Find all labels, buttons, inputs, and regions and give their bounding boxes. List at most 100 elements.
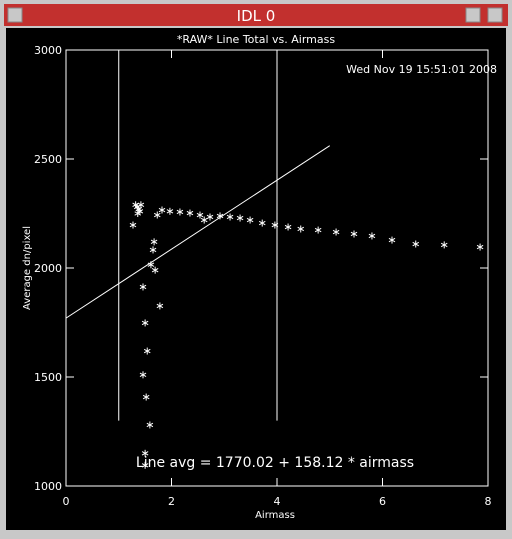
- data-point: [129, 221, 137, 229]
- data-point: [147, 261, 155, 269]
- asterisk-stroke: [258, 220, 266, 226]
- data-point: [139, 283, 147, 291]
- asterisk-stroke: [332, 229, 340, 235]
- asterisk-stroke: [137, 202, 145, 207]
- data-point: [186, 209, 194, 217]
- asterisk-stroke: [147, 262, 155, 267]
- window-title: IDL 0: [237, 7, 276, 25]
- y-tick-label: 1500: [34, 371, 62, 384]
- data-point: [142, 393, 150, 401]
- data-point: [134, 210, 142, 217]
- data-point: [166, 207, 174, 215]
- chart-title: *RAW* Line Total vs. Airmass: [177, 33, 335, 46]
- data-point: [196, 211, 204, 219]
- asterisk-stroke: [412, 241, 420, 247]
- data-point: [150, 238, 158, 246]
- data-point: [137, 201, 145, 209]
- data-point: [141, 319, 149, 327]
- x-tick-label: 2: [168, 495, 175, 508]
- data-point: [141, 449, 149, 457]
- x-tick-label: 8: [485, 495, 492, 508]
- asterisk-stroke: [246, 217, 254, 223]
- asterisk-stroke: [139, 372, 147, 378]
- x-axis-label: Airmass: [255, 510, 295, 521]
- fit-annotation: Line avg = 1770.02 + 158.12 * airmass: [136, 455, 414, 471]
- asterisk-stroke: [141, 320, 149, 326]
- asterisk-stroke: [186, 210, 194, 216]
- asterisk-stroke: [350, 231, 358, 237]
- data-point: [271, 221, 279, 229]
- data-point: [200, 216, 208, 224]
- asterisk-stroke: [129, 222, 137, 228]
- asterisk-stroke: [196, 212, 204, 218]
- asterisk-stroke: [142, 394, 150, 400]
- asterisk-stroke: [141, 463, 149, 468]
- data-point: [206, 213, 214, 221]
- data-point: [368, 232, 376, 240]
- data-point: [226, 213, 234, 221]
- asterisk-stroke: [284, 224, 292, 230]
- data-point: [216, 212, 224, 220]
- asterisk-stroke: [166, 209, 174, 214]
- asterisk-stroke: [440, 242, 448, 248]
- data-point: [476, 243, 484, 251]
- asterisk-stroke: [139, 284, 147, 290]
- asterisk-stroke: [143, 348, 151, 354]
- asterisk-stroke: [150, 239, 158, 245]
- asterisk-stroke: [146, 422, 154, 428]
- title-bar: [4, 4, 508, 26]
- asterisk-stroke: [271, 222, 279, 228]
- asterisk-stroke: [206, 214, 214, 220]
- asterisk-stroke: [149, 247, 157, 253]
- asterisk-stroke: [176, 209, 184, 215]
- data-point: [176, 208, 184, 216]
- data-point: [350, 230, 358, 238]
- asterisk-stroke: [156, 303, 164, 309]
- timestamp: Wed Nov 19 15:51:01 2008: [346, 63, 497, 76]
- data-point: [297, 225, 305, 233]
- asterisk-stroke: [388, 237, 396, 243]
- data-point: [149, 246, 157, 254]
- menu-button[interactable]: [7, 7, 23, 23]
- y-tick-label: 2500: [34, 153, 62, 166]
- data-point: [284, 223, 292, 231]
- y-axis-label: Average dn/pixel: [22, 226, 33, 310]
- plot-canvas: [6, 28, 506, 530]
- data-point: [143, 347, 151, 355]
- x-tick-label: 6: [379, 495, 386, 508]
- asterisk-stroke: [158, 207, 166, 213]
- data-point: [146, 421, 154, 429]
- data-point: [153, 211, 161, 219]
- y-tick-label: 1000: [34, 480, 62, 493]
- data-point: [440, 241, 448, 249]
- fit-line: [65, 145, 331, 319]
- data-point: [141, 461, 149, 469]
- y-tick-label: 3000: [34, 44, 62, 57]
- asterisk-stroke: [216, 213, 224, 219]
- data-point: [412, 240, 420, 248]
- minimize-button[interactable]: [465, 7, 481, 23]
- data-point: [236, 214, 244, 222]
- asterisk-stroke: [226, 214, 234, 220]
- data-point: [332, 228, 340, 236]
- asterisk-stroke: [476, 244, 484, 250]
- asterisk-stroke: [200, 217, 208, 223]
- maximize-button[interactable]: [487, 7, 503, 23]
- data-point: [158, 206, 166, 214]
- x-tick-label: 4: [274, 495, 281, 508]
- data-point: [151, 266, 159, 274]
- y-tick-label: 2000: [34, 262, 62, 275]
- data-point: [246, 216, 254, 224]
- data-point: [388, 236, 396, 244]
- asterisk-stroke: [141, 451, 149, 456]
- data-point: [156, 302, 164, 310]
- asterisk-stroke: [236, 215, 244, 221]
- asterisk-stroke: [151, 267, 159, 273]
- asterisk-stroke: [134, 211, 142, 216]
- asterisk-stroke: [153, 212, 161, 218]
- asterisk-stroke: [368, 233, 376, 239]
- asterisk-stroke: [297, 226, 305, 232]
- data-point: [139, 371, 147, 379]
